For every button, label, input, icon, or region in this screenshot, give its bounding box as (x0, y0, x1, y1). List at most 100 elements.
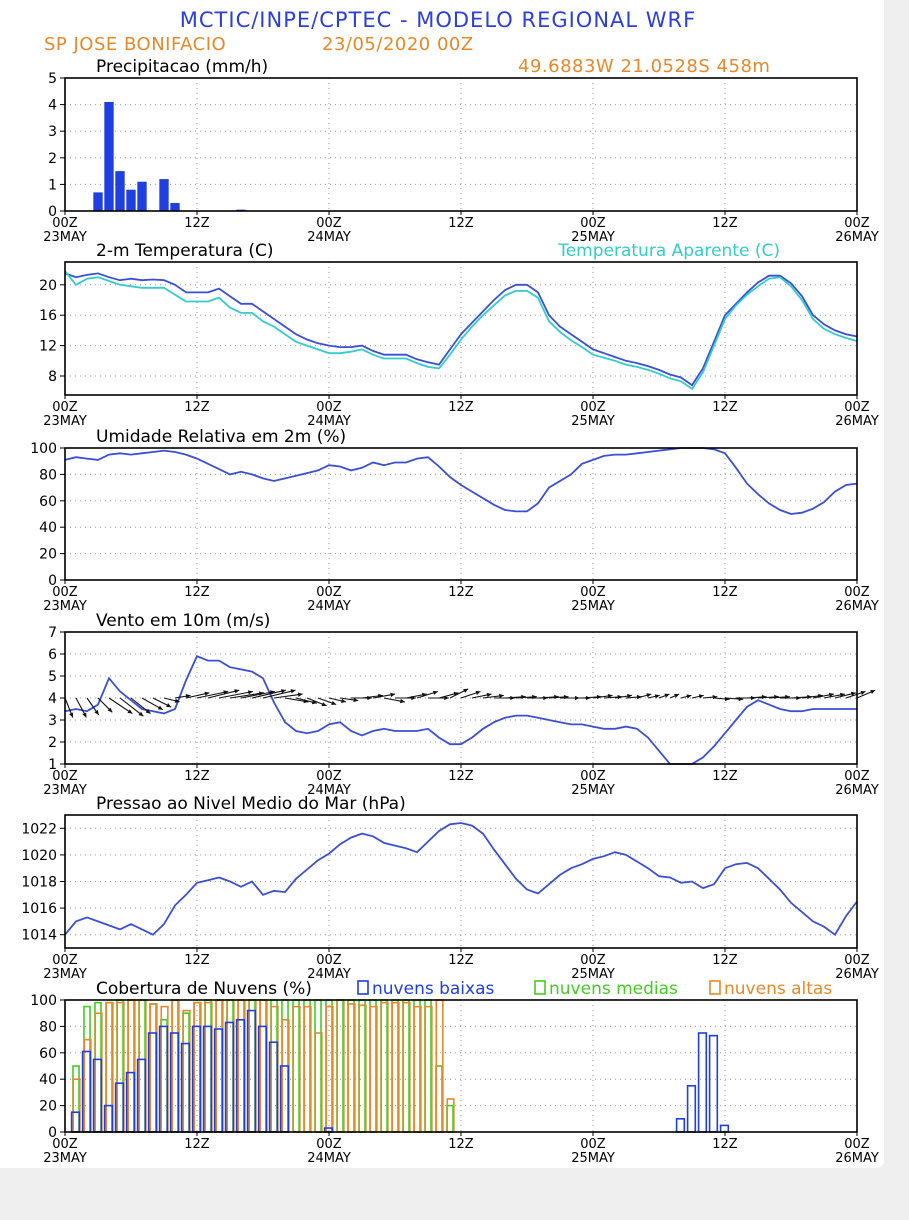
wind-ytick-label: 7 (48, 625, 57, 641)
precip-bar (159, 179, 169, 211)
temp-frame (64, 261, 858, 396)
wind-vector-head (627, 693, 632, 699)
humidity-ytick-label: 0 (48, 573, 57, 589)
temp-xtick-label: 00Z (580, 400, 606, 415)
wind-vector-head (166, 703, 172, 708)
wind-vector-head (712, 694, 718, 700)
humidity-xtick-label: 12Z (448, 585, 474, 600)
wind-vector-head (486, 692, 492, 698)
humidity-date-label: 23MAY (43, 599, 87, 614)
wind-vector-head (234, 689, 240, 694)
clouds-xtick-label: 12Z (712, 1137, 738, 1152)
temp-ytick-label: 12 (39, 339, 57, 355)
clouds-date-label: 23MAY (43, 1151, 87, 1166)
pressure-xtick-label: 00Z (52, 953, 78, 968)
temp-xtick-label: 12Z (184, 400, 210, 415)
wind-ytick-label: 2 (48, 735, 57, 751)
wind-vector-head (174, 698, 180, 703)
precip-bar (126, 189, 136, 211)
clouds-xtick-label: 00Z (52, 1137, 78, 1152)
wind-vector (108, 697, 133, 715)
pressure-date-label: 24MAY (307, 967, 351, 982)
wind-xtick-label: 00Z (52, 769, 78, 784)
temp-ytick-label: 20 (39, 278, 57, 294)
wind-title: Vento em 10m (m/s) (96, 611, 270, 631)
header-title: MCTIC/INPE/CPTEC - MODELO REGIONAL WRF (180, 8, 696, 32)
wind-vector (218, 690, 253, 699)
precip-frame (64, 77, 858, 212)
wind-series-line (64, 655, 857, 765)
precip-bar (93, 192, 103, 211)
humidity-xtick-label: 00Z (580, 585, 606, 600)
wind-date-label: 24MAY (307, 783, 351, 798)
precip-bar (104, 101, 114, 211)
header-location: 49.6883W 21.0528S 458m (518, 56, 770, 77)
wind-vector-head (297, 692, 303, 697)
temp-date-label: 25MAY (571, 414, 615, 429)
wind-vector (207, 689, 240, 699)
pressure-date-label: 25MAY (571, 967, 615, 982)
wind-vector-head (341, 698, 346, 704)
pressure-date-label: 26MAY (835, 967, 879, 982)
temp-xtick-label: 00Z (316, 400, 342, 415)
wind-date-label: 23MAY (43, 783, 87, 798)
clouds-ytick-label: 20 (39, 1099, 57, 1115)
temp-date-label: 24MAY (307, 414, 351, 429)
wind-vector-head (390, 692, 396, 698)
clouds-date-label: 25MAY (571, 1151, 615, 1166)
precip-ytick-label: 1 (48, 177, 57, 193)
wind-vector (273, 693, 303, 699)
wind-vector-head (444, 695, 449, 701)
wind-xtick-label: 12Z (184, 769, 210, 784)
clouds-title: Cobertura de Nuvens (%) (96, 979, 312, 999)
precip-ytick-label: 2 (48, 151, 57, 167)
wind-vector-head (280, 689, 286, 694)
clouds-ytick-label: 60 (39, 1046, 57, 1062)
temp-title2: Temperatura Aparente (C) (557, 241, 780, 261)
humidity-series-line (64, 447, 858, 515)
clouds-xtick-label: 00Z (580, 1137, 606, 1152)
precip-date-label: 24MAY (307, 230, 351, 245)
precip-date-label: 26MAY (835, 230, 879, 245)
wind-vector (229, 692, 264, 699)
clouds-xtick-label: 00Z (316, 1137, 342, 1152)
wind-ytick-label: 6 (48, 647, 57, 663)
wind-vector (240, 690, 275, 699)
pressure-ytick-label: 1020 (21, 848, 57, 864)
pressure-ytick-label: 1016 (21, 901, 57, 917)
temp-date-label: 23MAY (43, 414, 87, 429)
humidity-ytick-label: 100 (30, 441, 57, 457)
pressure-series-line (64, 822, 858, 937)
precip-ytick-label: 4 (48, 98, 57, 114)
wind-vector-head (157, 705, 163, 710)
precip-bar (137, 181, 147, 211)
precip-ytick-label: 0 (48, 204, 57, 220)
temp-xtick-label: 00Z (52, 400, 78, 415)
wind-vector-head (828, 692, 834, 698)
cloud-bar-nuvens-baixas (675, 1118, 686, 1133)
precip-date-label: 23MAY (43, 230, 87, 245)
wind-vector-head (311, 699, 317, 705)
pressure-xtick-label: 12Z (184, 953, 210, 968)
humidity-date-label: 26MAY (835, 599, 879, 614)
clouds-ytick-label: 80 (39, 1019, 57, 1035)
precip-xtick-label: 12Z (712, 216, 738, 231)
wind-date-label: 25MAY (571, 783, 615, 798)
cloud-bar-nuvens-baixas (719, 1124, 730, 1133)
humidity-date-label: 24MAY (307, 599, 351, 614)
cloud-bar-nuvens-baixas (686, 1085, 697, 1133)
temp-title: 2-m Temperatura (C) (96, 241, 273, 261)
temp-series-line (64, 270, 858, 391)
wind-vector (262, 689, 296, 699)
wind-vector-head (850, 691, 856, 697)
precip-ytick-label: 5 (48, 71, 57, 87)
wind-vector-head (674, 693, 680, 698)
wind-vector-head (475, 690, 481, 695)
precip-bar (115, 171, 125, 211)
pressure-title: Pressao ao Nivel Medio do Mar (hPa) (96, 794, 406, 814)
wind-vector-head (127, 709, 133, 714)
